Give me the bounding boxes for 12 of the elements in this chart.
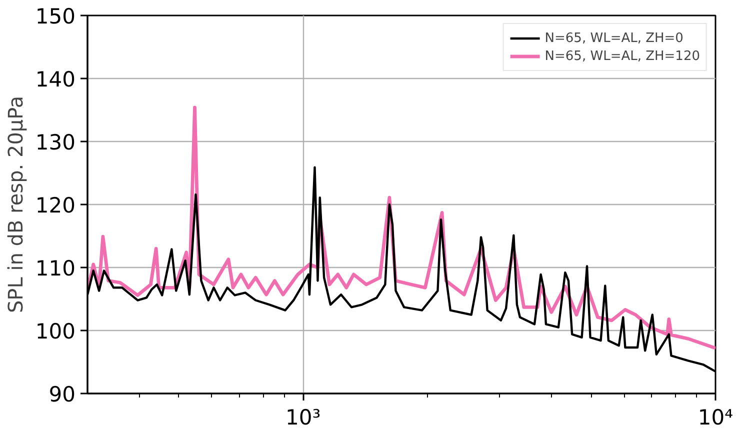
y-tick-label: 100 bbox=[35, 320, 76, 344]
y-axis-title: SPL in dB resp. 20μPa bbox=[3, 96, 28, 314]
y-tick-label: 110 bbox=[35, 256, 76, 280]
x-tick-label: 10³ bbox=[286, 406, 321, 430]
y-tick-label: 90 bbox=[48, 382, 76, 406]
y-tick-label: 150 bbox=[35, 4, 76, 28]
legend-label: N=65, WL=AL, ZH=0 bbox=[544, 30, 684, 46]
y-tick-label: 120 bbox=[35, 194, 76, 218]
y-tick-label: 140 bbox=[35, 68, 76, 92]
y-tick-label: 130 bbox=[35, 130, 76, 154]
x-tick-label: 10⁴ bbox=[698, 406, 734, 430]
legend-label: N=65, WL=AL, ZH=120 bbox=[544, 48, 700, 64]
